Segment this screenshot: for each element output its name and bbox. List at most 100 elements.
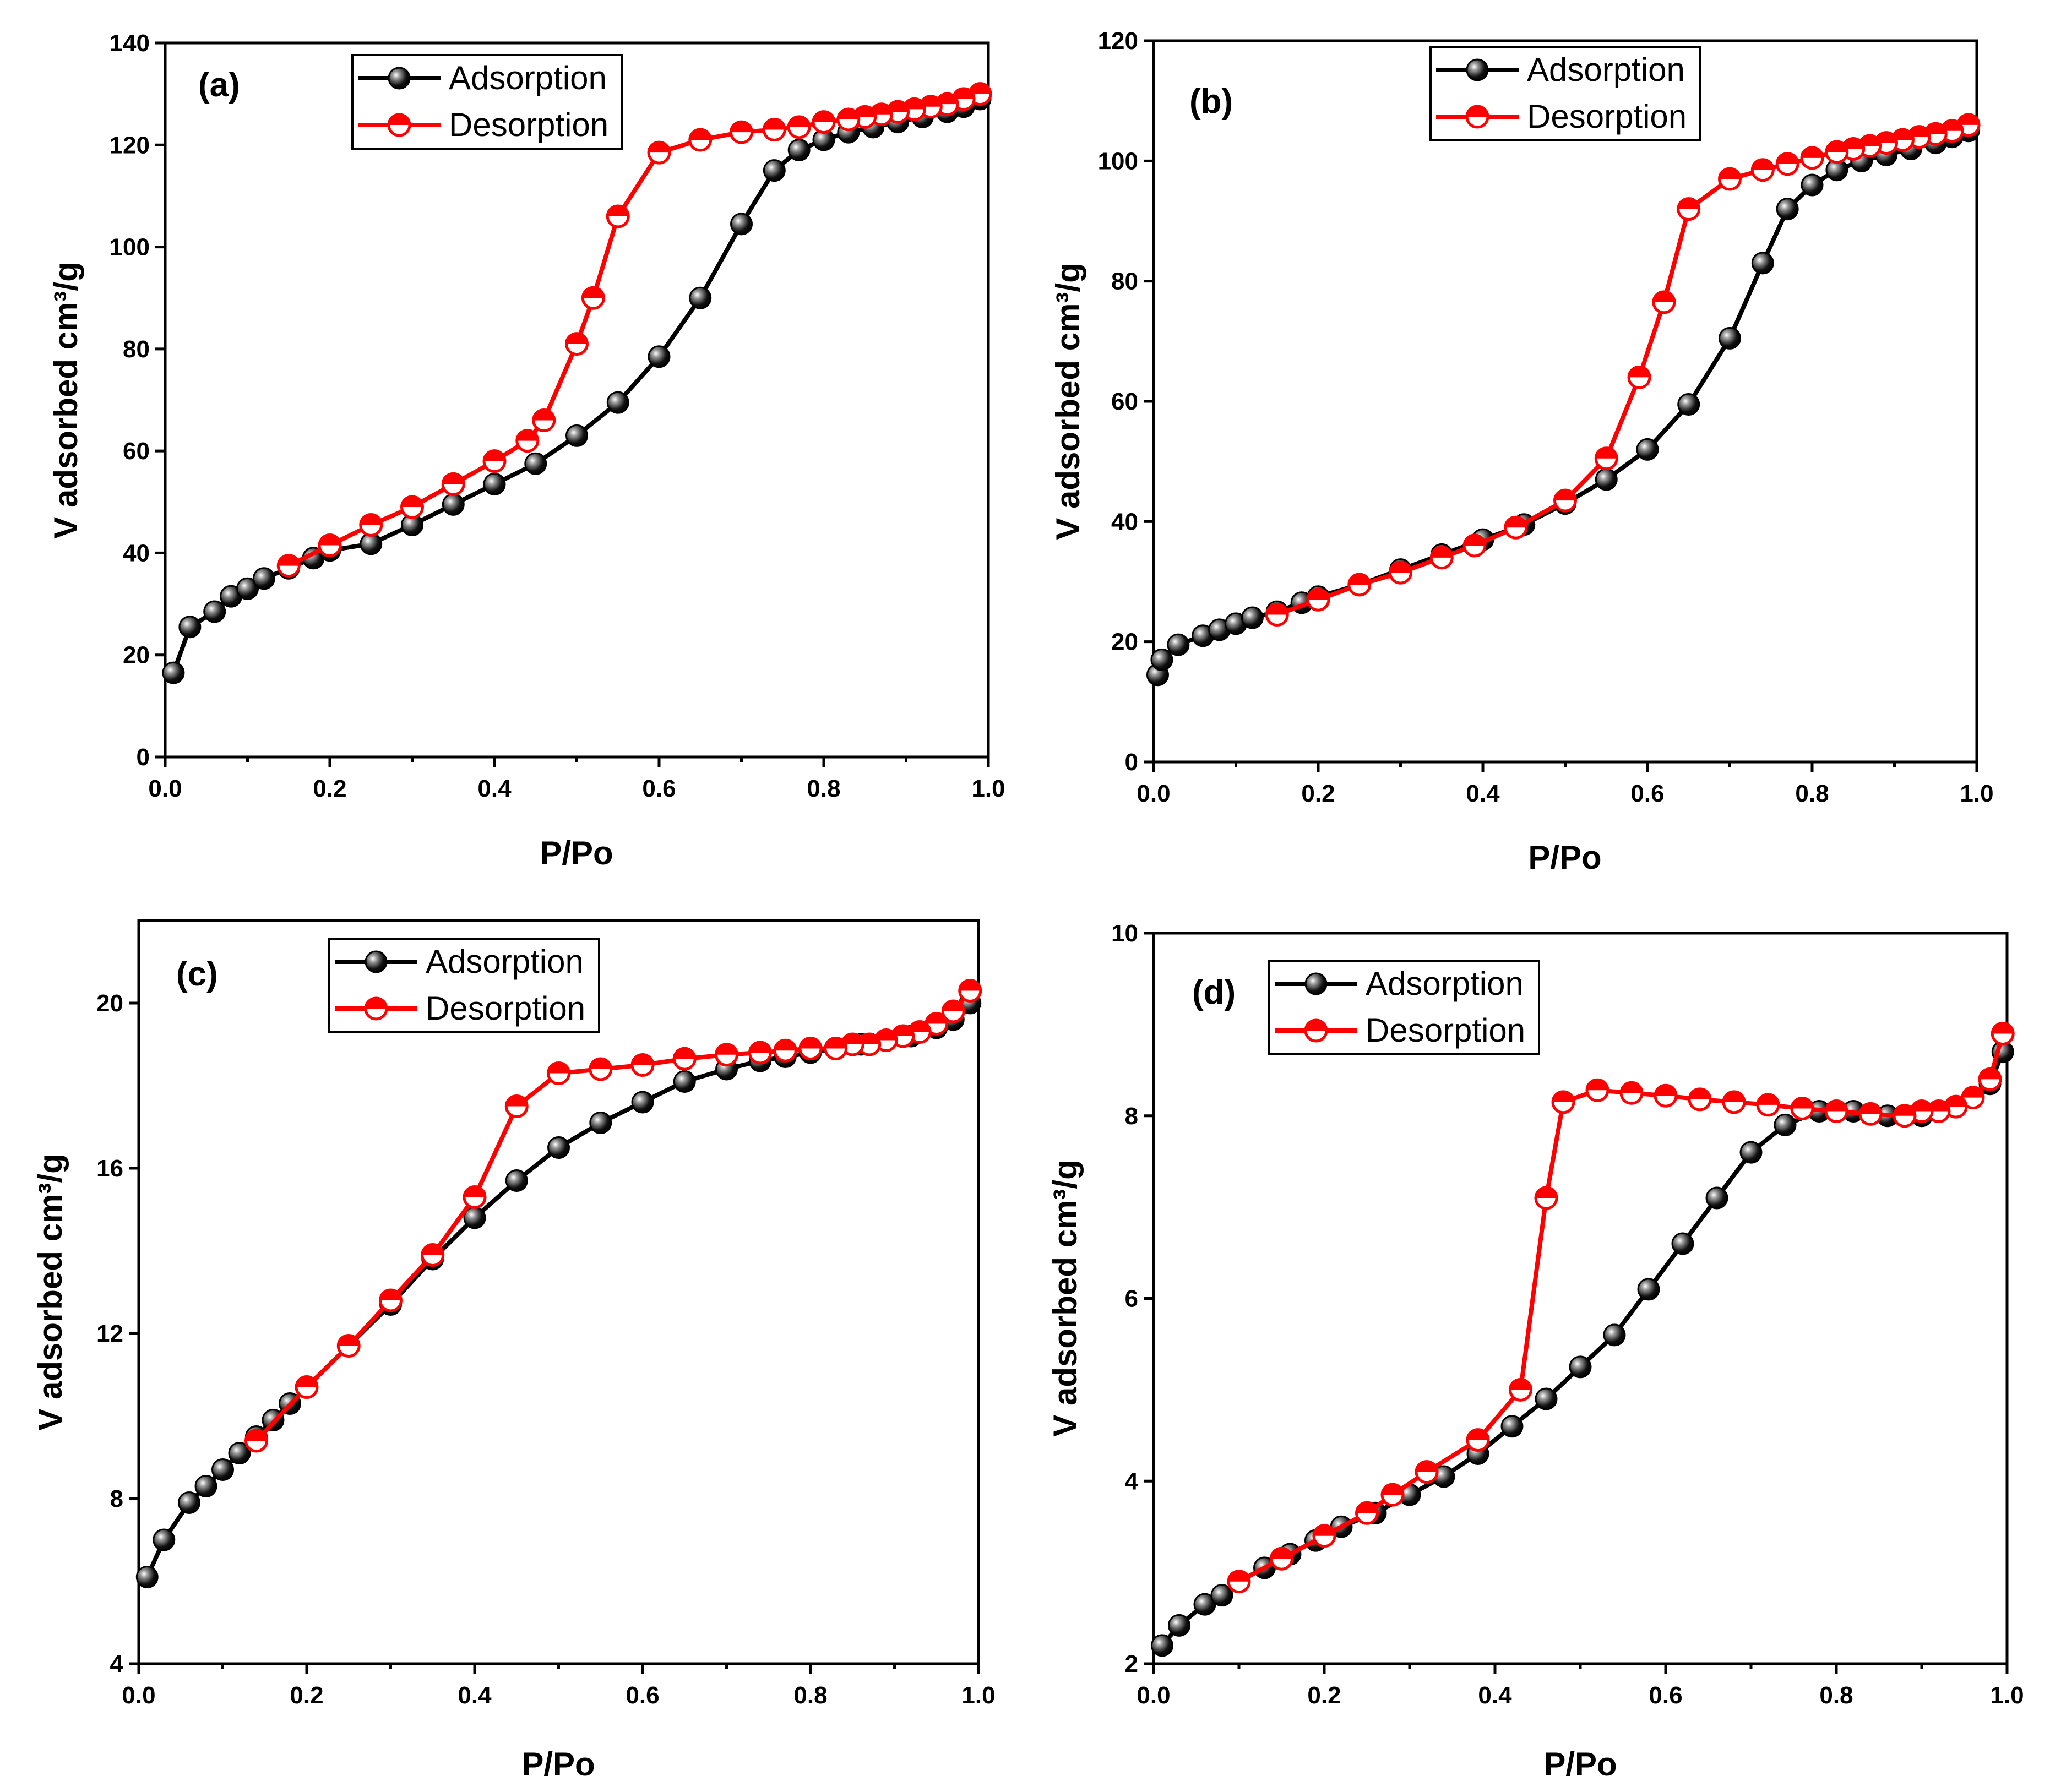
- panel-a-y-tick-label: 100: [110, 234, 150, 261]
- panel-d-x-tick-label: 1.0: [1990, 1682, 2024, 1709]
- panel-b-desorption-point: [1347, 573, 1372, 597]
- panel-a-plot-frame: [164, 41, 990, 759]
- panel-b-y-tick-label: 60: [1111, 388, 1138, 415]
- panel-c-y-tick-label: 4: [110, 1651, 124, 1677]
- panel-c-desorption-point: [463, 1185, 487, 1209]
- panel-d-desorption-point: [1910, 1099, 1934, 1123]
- panel-d-x-tick-label: 0.0: [1137, 1682, 1170, 1709]
- panel-d-desorption-point: [1355, 1501, 1379, 1525]
- panel-a-x-tick-label: 0.4: [477, 775, 512, 802]
- panel-b-y-tick-label: 20: [1111, 629, 1138, 656]
- panel-b-x-tick-label: 0.8: [1795, 780, 1829, 807]
- panel-a-desorption-point: [918, 95, 943, 119]
- panel-b-adsorption-line: [1155, 129, 1970, 676]
- panel-b-legend-marker-adsorption: [1466, 58, 1489, 81]
- panel-c-adsorption-point: [211, 1458, 234, 1481]
- panel-a-legend-marker-desorption: [387, 113, 411, 137]
- panel-b-adsorption-point: [1167, 633, 1190, 656]
- panel-a-adsorption-point: [162, 661, 185, 684]
- panel-d-legend-marker-desorption: [1304, 1018, 1328, 1043]
- panel-c-desorption-point: [379, 1288, 403, 1312]
- panel-d-x-tick-label: 0.2: [1307, 1682, 1341, 1709]
- panel-c-desorption-point: [773, 1038, 797, 1063]
- panel-d-x-tick-label: 0.4: [1478, 1682, 1512, 1709]
- panel-d-adsorption-point: [1151, 1634, 1173, 1657]
- panel-a-legend-label-adsorption: Adsorption: [449, 59, 607, 96]
- panel-b-desorption-point: [1306, 587, 1330, 612]
- panel-b-desorption-line: [1276, 123, 1970, 617]
- panel-a-adsorption-point: [236, 577, 259, 600]
- panel-a-adsorption-point: [730, 213, 753, 236]
- panel-b-desorption-point: [1389, 560, 1412, 585]
- panel-d-desorption-point: [1585, 1078, 1609, 1102]
- panel-b-adsorption-point: [1776, 198, 1799, 221]
- panel-a-desorption-point: [482, 449, 507, 473]
- panel-c-y-tick-label: 16: [96, 1155, 123, 1182]
- panel-a-adsorption-point: [763, 159, 786, 182]
- panel-c-legend: Adsorption Desorption: [328, 938, 600, 1033]
- panel-d-y-tick-label: 10: [1111, 920, 1138, 947]
- panel-d-adsorption-point: [1569, 1355, 1592, 1379]
- panel-a-adsorption-point: [178, 616, 202, 639]
- panel-c-x-tick-label: 0.6: [626, 1682, 659, 1709]
- panel-b-adsorption-point: [1677, 393, 1700, 416]
- panel-a-adsorption-point: [442, 493, 465, 516]
- panel-a-adsorption-point: [203, 600, 226, 623]
- panel-b-y-tick-label: 40: [1111, 508, 1138, 535]
- panel-a-legend: Adsorption Desorption: [351, 54, 623, 150]
- panel-b-desorption-point: [1677, 197, 1701, 221]
- panel-c-y-tick-label: 8: [110, 1485, 123, 1512]
- panel-b-adsorption-point: [1801, 173, 1824, 197]
- panel-d-y-tick-label: 4: [1125, 1468, 1139, 1495]
- panel-b-desorption-point: [1775, 152, 1799, 176]
- panel-a-desorption-point: [441, 472, 465, 496]
- panel-a-legend-label-desorption: Desorption: [449, 106, 608, 143]
- panel-b-x-label: P/Po: [1528, 839, 1601, 876]
- panel-a-adsorption-point: [565, 424, 588, 447]
- panel-a-desorption-point: [318, 533, 342, 558]
- panel-c-desorption-point: [857, 1032, 882, 1056]
- panel-a-x-tick-label: 1.0: [971, 775, 1005, 802]
- panel-c-desorption-point: [748, 1041, 772, 1065]
- panel-a-adsorption-point: [648, 345, 671, 368]
- panel-d-desorption-point: [1654, 1083, 1678, 1108]
- panel-c-legend-marker-adsorption: [365, 950, 388, 973]
- panel-d-desorption-point: [1415, 1460, 1439, 1484]
- panel-b-series-adsorption: [1146, 119, 1980, 687]
- panel-a-y-tick-label: 140: [110, 30, 150, 57]
- panel-d-desorption-line: [1238, 1033, 2005, 1584]
- panel-a-series-desorption: [276, 82, 992, 578]
- panel-b-adsorption-point: [1595, 468, 1618, 491]
- panel-a-desorption-point: [606, 204, 630, 228]
- panel-a-adsorption-line: [171, 97, 981, 674]
- panel-c-desorption-point: [547, 1061, 570, 1085]
- panel-d-desorption-point: [1619, 1081, 1644, 1105]
- panel-b-desorption-point: [1652, 290, 1676, 314]
- panel-c-desorption-point: [715, 1043, 738, 1067]
- panel-b-desorption-point: [1800, 146, 1824, 170]
- panel-a-desorption-point: [400, 495, 424, 519]
- panel-d-x-tick-label: 0.6: [1649, 1682, 1682, 1709]
- panel-a-desorption-point: [787, 115, 811, 139]
- panel-b-y-label: V adsorbed cm³/g: [1050, 263, 1086, 540]
- panel-a-y-tick-label: 60: [123, 438, 150, 465]
- panel-b-legend-label-adsorption: Adsorption: [1527, 51, 1685, 88]
- panel-c-x-tick-label: 0.4: [458, 1682, 492, 1709]
- panel-a-desorption-point: [647, 140, 671, 165]
- panel-d-desorption-point: [1978, 1067, 2002, 1091]
- panel-d-desorption-point: [1824, 1099, 1848, 1123]
- panel-b-desorption-point: [1553, 488, 1577, 513]
- panel-d-desorption-point: [1509, 1377, 1532, 1402]
- panel-b-label: (b): [1189, 83, 1233, 121]
- panel-a-desorption-point: [276, 554, 301, 578]
- panel-c-adsorption-point: [673, 1070, 696, 1093]
- panel-a-y-tick-label: 0: [137, 744, 150, 771]
- panel-c-desorption-point: [589, 1057, 613, 1081]
- panel-a-desorption-point: [532, 408, 556, 433]
- panel-c-desorption-point: [824, 1037, 848, 1060]
- panel-a-x-label: P/Po: [540, 835, 613, 872]
- panel-d-desorption-point: [1688, 1087, 1712, 1112]
- panel-b-desorption-point: [1750, 158, 1775, 182]
- panel-c-desorption-point: [672, 1047, 697, 1071]
